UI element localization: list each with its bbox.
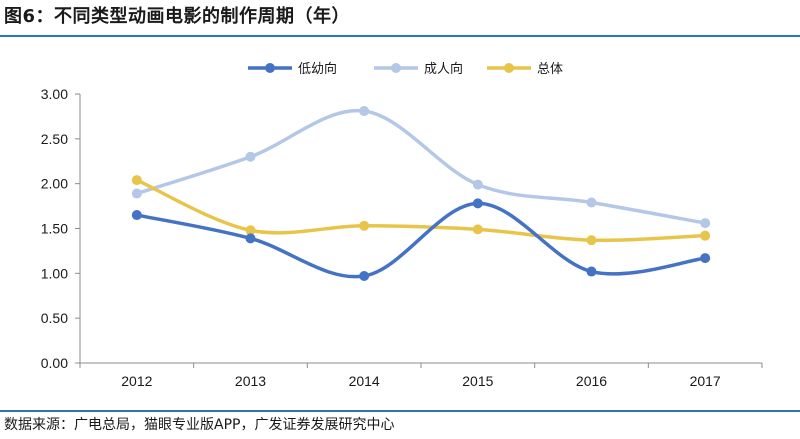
- y-tick-label: 0.50: [41, 310, 68, 326]
- data-point-2: [700, 230, 711, 241]
- series-line-1: [135, 108, 707, 225]
- series-line-2: [135, 178, 707, 243]
- source-note: 数据来源：广电总局，猫眼专业版APP，广发证券发展研究中心: [4, 417, 395, 433]
- data-point-0: [700, 253, 711, 264]
- data-point-2: [586, 235, 597, 246]
- data-point-1: [131, 188, 142, 199]
- data-point-0: [359, 271, 370, 282]
- figure-title: 图6：不同类型动画电影的制作周期（年）: [4, 6, 351, 27]
- data-point-0: [245, 233, 256, 244]
- data-point-1: [700, 218, 711, 229]
- data-point-2: [472, 224, 483, 235]
- data-point-2: [131, 175, 142, 186]
- line-chart: 0.00 0.50 1.00 1.50 2.00 2.50 3.00 2012 2013 2014…: [41, 61, 763, 389]
- y-tick-label: 3.00: [41, 86, 68, 102]
- legend-marker: [504, 63, 514, 73]
- y-tick-label: 1.00: [41, 265, 68, 281]
- data-point-2: [245, 225, 256, 236]
- data-point-0: [586, 266, 597, 277]
- x-tick-label: 2015: [462, 373, 493, 389]
- legend-label: 总体: [537, 62, 563, 77]
- y-tick-label: 1.50: [41, 221, 68, 237]
- y-tick-label: 0.00: [41, 355, 68, 371]
- data-point-1: [245, 151, 256, 162]
- source-rule: [0, 410, 800, 412]
- x-tick-label: 2016: [576, 373, 607, 389]
- x-tick-label: 2014: [349, 373, 380, 389]
- legend-label: 低幼向: [298, 61, 337, 77]
- y-tick-label: 2.00: [41, 176, 68, 192]
- x-tick-label: 2012: [121, 373, 152, 389]
- data-point-1: [472, 179, 483, 190]
- data-point-0: [472, 198, 483, 209]
- legend-label: 成人向: [424, 61, 463, 77]
- title-rule: [0, 35, 800, 37]
- x-tick-label: 2017: [690, 373, 721, 389]
- y-tick-label: 2.50: [41, 131, 68, 147]
- x-tick-label: 2013: [235, 373, 266, 389]
- data-point-0: [131, 210, 142, 221]
- legend-marker: [265, 63, 275, 73]
- data-point-2: [359, 220, 370, 231]
- data-point-1: [359, 106, 370, 117]
- legend-marker: [391, 63, 401, 73]
- data-point-1: [586, 197, 597, 208]
